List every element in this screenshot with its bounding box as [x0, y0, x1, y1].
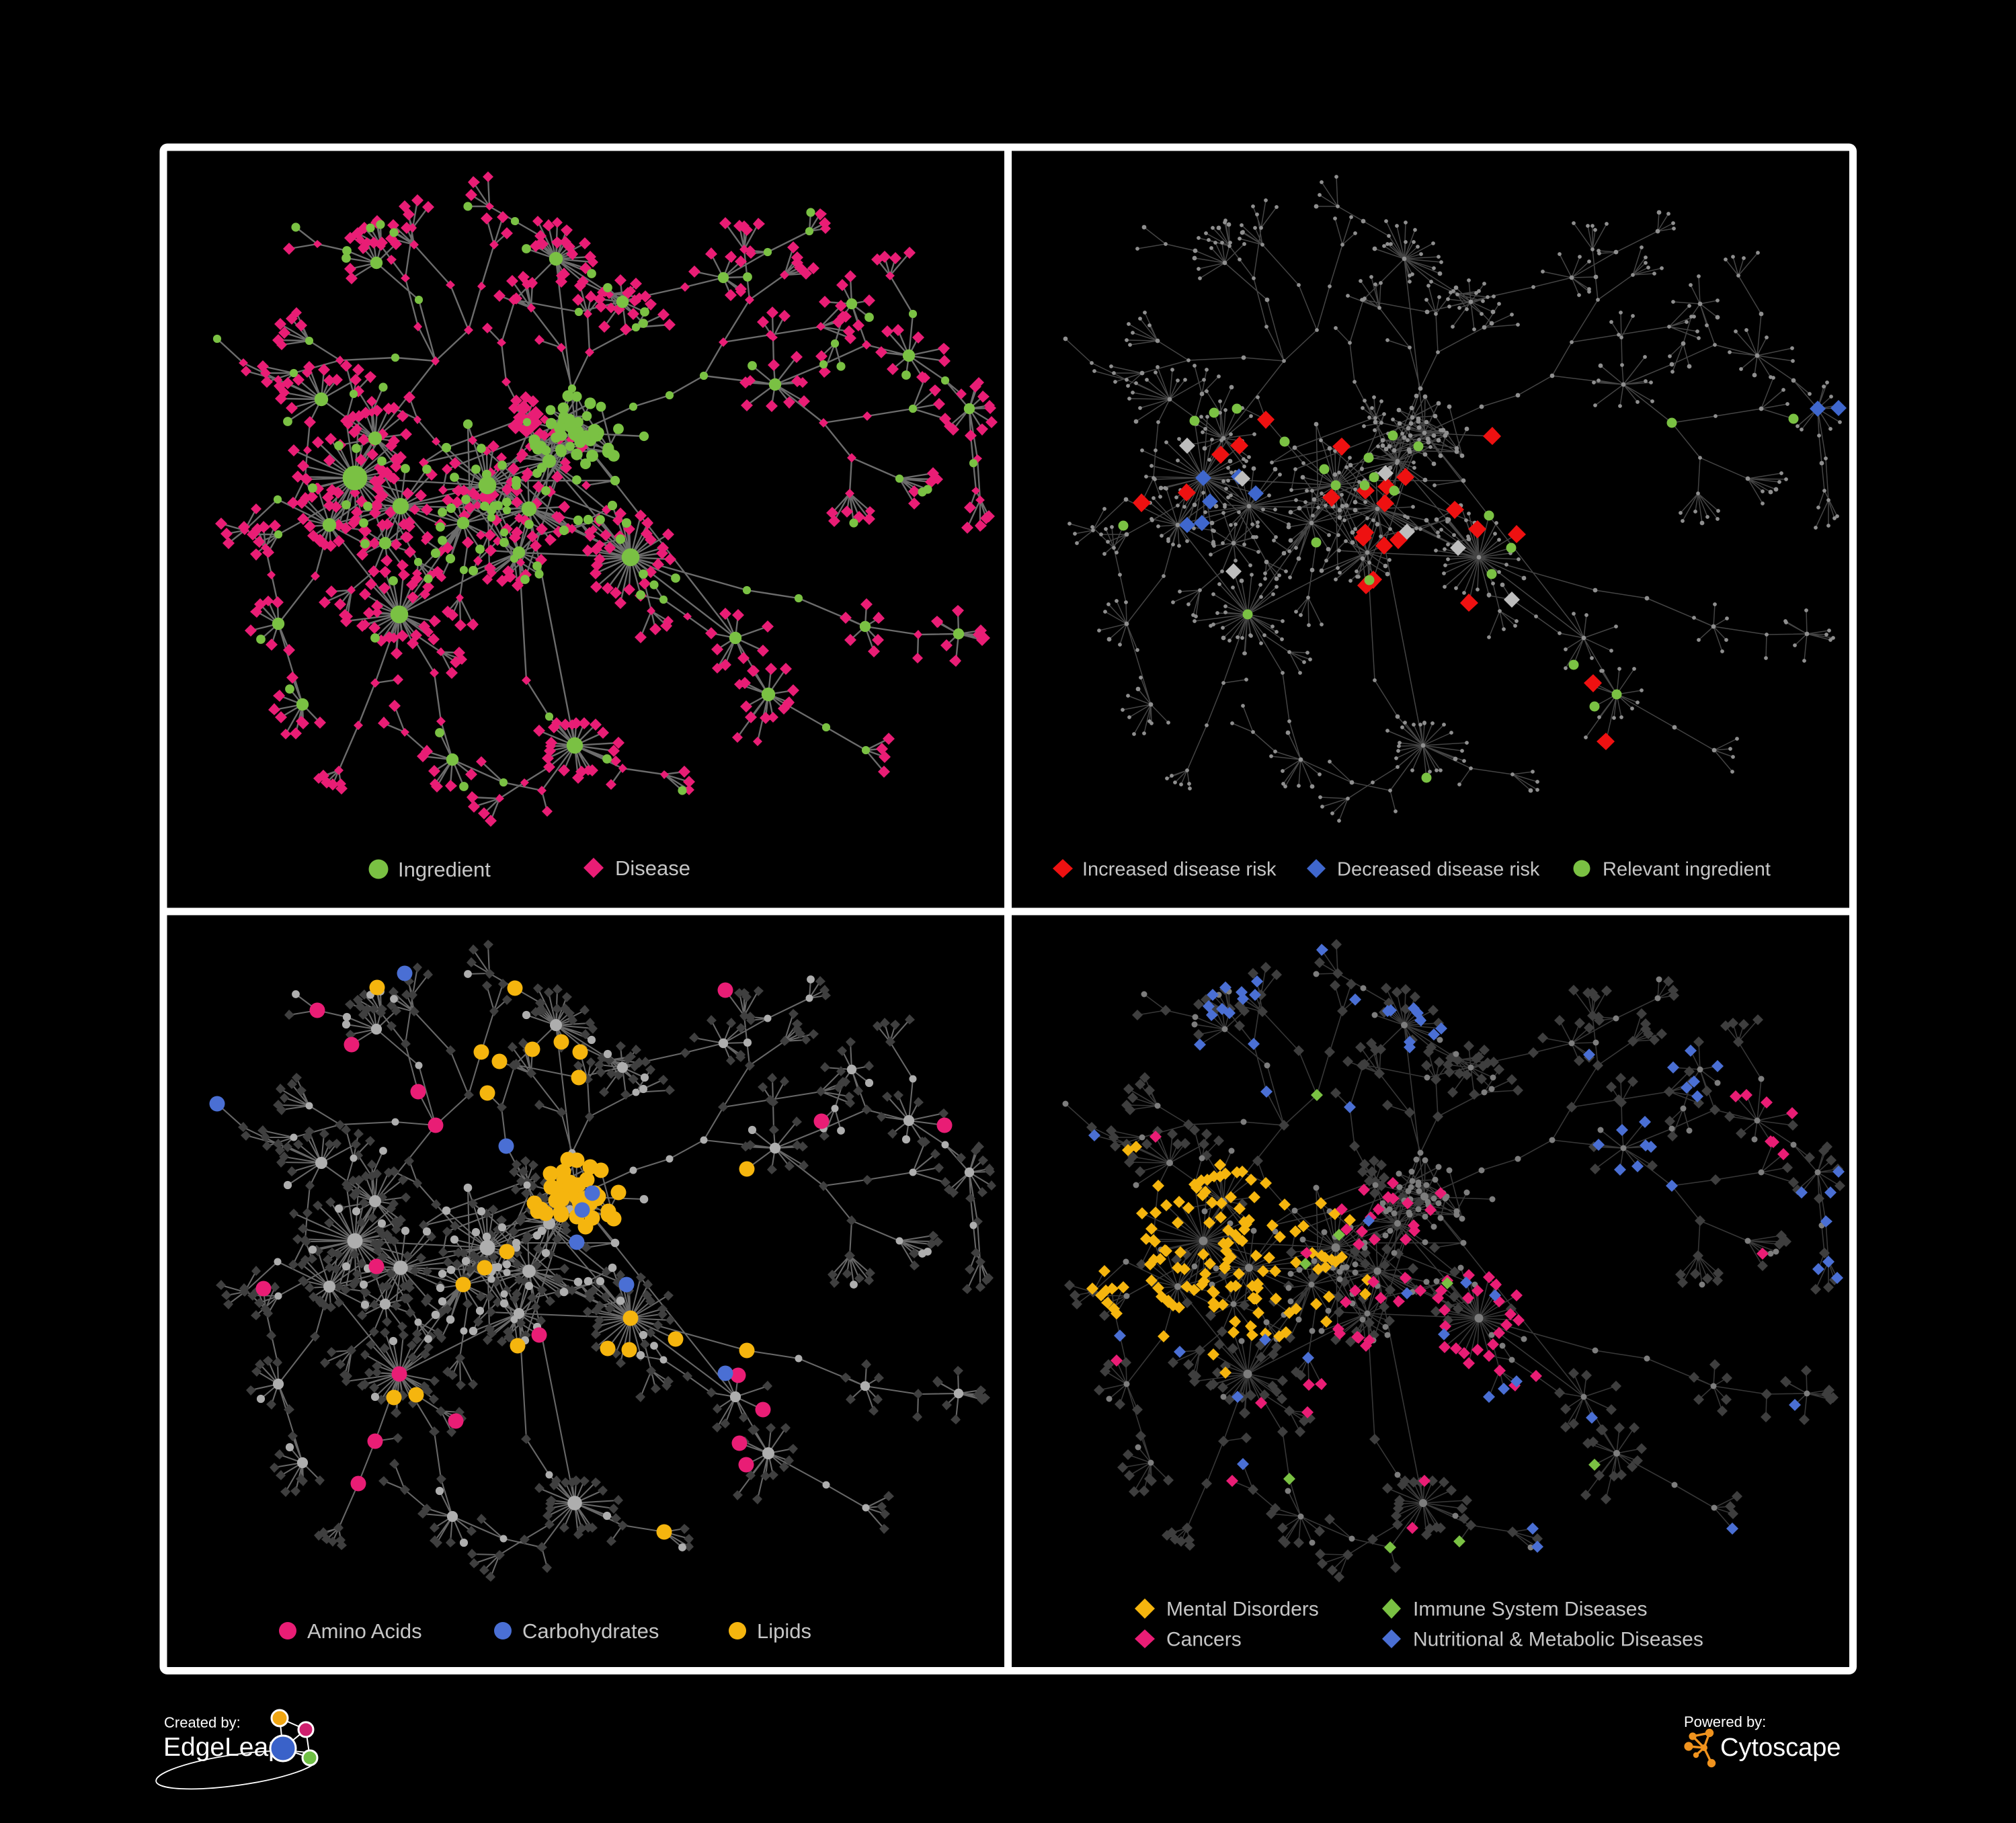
svg-text:Powered by:: Powered by: [1684, 1713, 1766, 1730]
svg-text:Carbohydrates: Carbohydrates [522, 1619, 659, 1643]
svg-text:EdgeLeap: EdgeLeap [163, 1733, 283, 1762]
svg-text:Ingredient: Ingredient [398, 858, 491, 881]
svg-text:Created by:: Created by: [164, 1714, 241, 1731]
svg-text:Immune System Diseases: Immune System Diseases [1413, 1598, 1647, 1621]
svg-text:Relevant ingredient: Relevant ingredient [1603, 858, 1771, 880]
svg-text:Mental Disorders: Mental Disorders [1166, 1598, 1319, 1621]
svg-text:Amino Acids: Amino Acids [307, 1619, 422, 1643]
svg-text:Cytoscape: Cytoscape [1720, 1734, 1841, 1762]
svg-text:Increased disease risk: Increased disease risk [1082, 858, 1277, 880]
svg-text:Cancers: Cancers [1166, 1629, 1242, 1651]
svg-text:Decreased disease risk: Decreased disease risk [1337, 858, 1540, 880]
svg-text:Nutritional & Metabolic Diseas: Nutritional & Metabolic Diseases [1413, 1629, 1703, 1651]
svg-text:Lipids: Lipids [757, 1619, 811, 1643]
svg-text:Disease: Disease [615, 856, 690, 880]
